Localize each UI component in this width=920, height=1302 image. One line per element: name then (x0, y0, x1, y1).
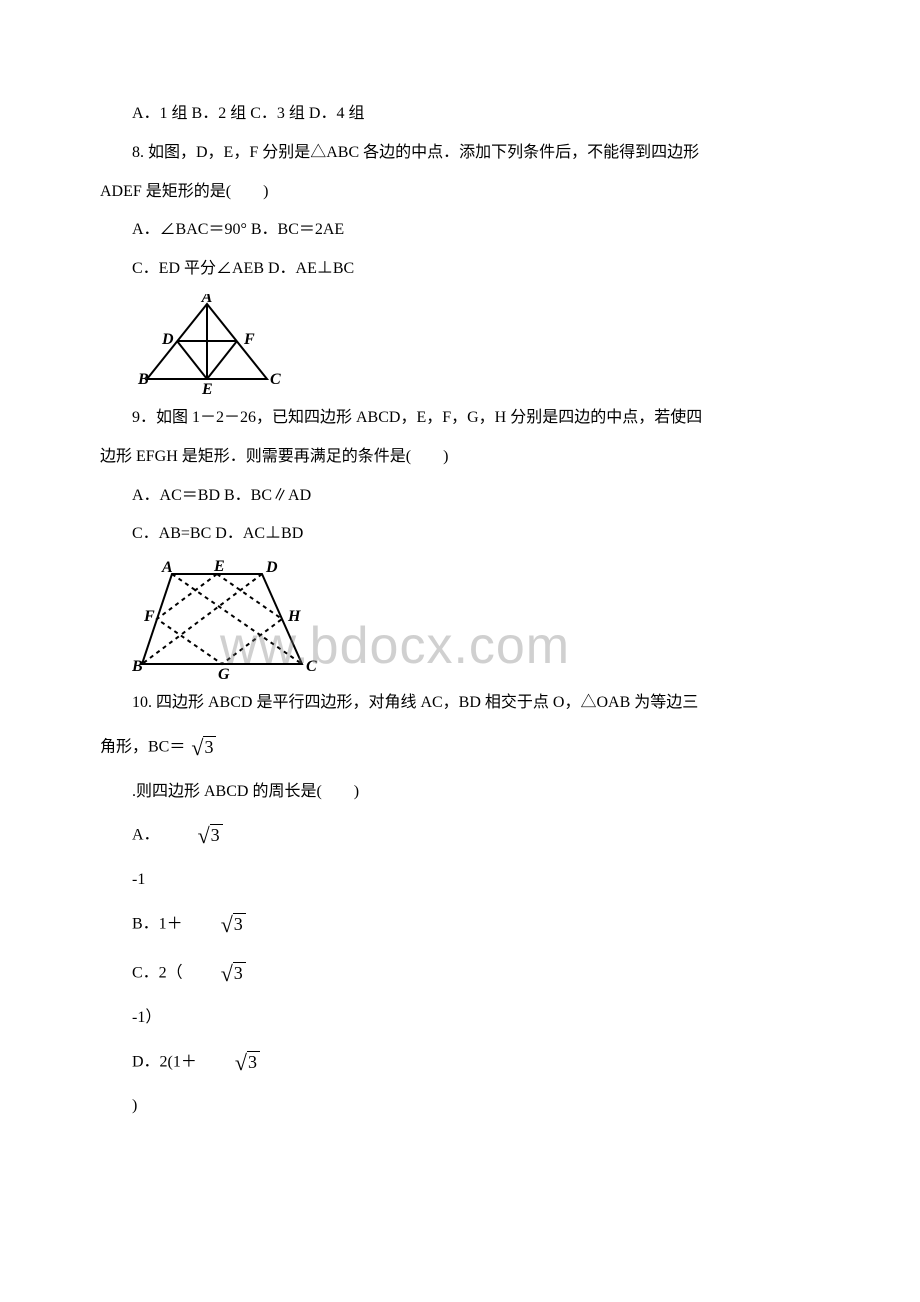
q9-label-d: D (265, 559, 278, 576)
sqrt-expr: √3 (164, 816, 225, 856)
q10-opt-b-pre: B．1＋ (132, 915, 183, 932)
q8-stem-line2: ADEF 是矩形的是( ) (100, 178, 820, 207)
q8-stem-line1: 8. 如图，D，E，F 分别是△ABC 各边的中点．添加下列条件后，不能得到四边… (100, 139, 820, 168)
q10-stem2-pre: 角形，BC＝ (100, 738, 185, 755)
q9-label-g: G (218, 666, 230, 679)
q9-stem-line1: 9．如图 1－2－26，已知四边形 ABCD，E，F，G，H 分别是四边的中点，… (100, 404, 820, 433)
q10-opt-c-pre: C．2（ (132, 965, 183, 982)
q10-opt-c-line2: -1） (100, 1004, 820, 1033)
q9-label-c: C (306, 658, 317, 675)
q8-label-b: B (137, 371, 149, 388)
q10-opt-d-line2: ) (100, 1092, 820, 1121)
q9-choice-ab: A．AC＝BD B．BC∥AD (100, 482, 820, 511)
sqrt-expr: √3 (187, 954, 248, 994)
q8-label-d: D (161, 331, 174, 348)
sqrt-expr: √3 (187, 905, 248, 945)
q8-label-c: C (270, 371, 281, 388)
q10-stem-line2: 角形，BC＝ √3 (100, 728, 820, 768)
q10-opt-d-line1: D．2(1＋ √3 (100, 1043, 820, 1083)
q10-opt-a-label: A． (132, 827, 160, 844)
q9-label-a: A (161, 559, 173, 576)
q9-choice-cd: C．AB=BC D．AC⊥BD (100, 520, 820, 549)
q10-opt-c-line1: C．2（ √3 (100, 954, 820, 994)
q10-stem-line3: .则四边形 ABCD 的周长是( ) (100, 778, 820, 807)
q10-stem-line1: 10. 四边形 ABCD 是平行四边形，对角线 AC，BD 相交于点 O，△OA… (100, 689, 820, 718)
q9-stem-line2: 边形 EFGH 是矩形．则需要再满足的条件是( ) (100, 443, 820, 472)
sqrt-expr: √3 (201, 1043, 262, 1083)
q9-label-e: E (213, 559, 225, 575)
sqrt-expr: √3 (189, 728, 218, 768)
q10-opt-d-pre: D．2(1＋ (132, 1053, 197, 1070)
q8-choice-ab: A．∠BAC＝90° B．BC＝2AE (100, 216, 820, 245)
q10-opt-a-line1: A． √3 (100, 816, 820, 856)
q8-choice-cd: C．ED 平分∠AEB D．AE⊥BC (100, 255, 820, 284)
q8-label-f: F (243, 331, 255, 348)
q10-opt-b: B．1＋ √3 (100, 905, 820, 945)
q9-label-b: B (132, 658, 143, 675)
q8-label-e: E (201, 381, 213, 394)
q9-label-h: H (287, 608, 301, 625)
q10-opt-a-line2: -1 (100, 866, 820, 895)
q8-label-a: A (201, 294, 213, 306)
q8-figure: A B C D E F (132, 294, 820, 394)
q7-choices: A．1 组 B．2 组 C．3 组 D．4 组 (100, 100, 820, 129)
q9-label-f: F (143, 608, 155, 625)
q9-figure: A B C D E F G H (132, 559, 820, 679)
